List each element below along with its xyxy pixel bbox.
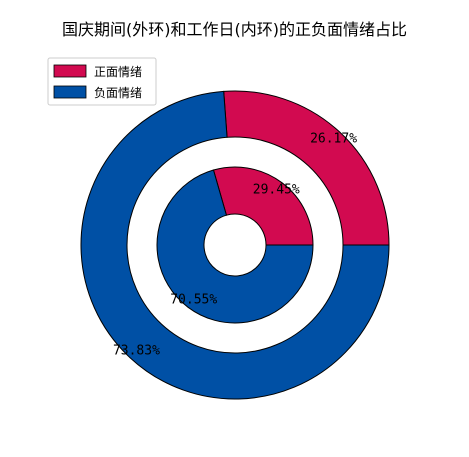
- inner-label-negative: 70.55%: [170, 292, 217, 307]
- outer-label-negative: 73.83%: [113, 344, 160, 359]
- outer-label-positive: 26.17%: [310, 131, 357, 146]
- legend-swatch-positive: [53, 64, 87, 78]
- inner-ring: [156, 166, 314, 324]
- chart-title: 国庆期间(外环)和工作日(内环)的正负面情绪占比: [62, 20, 407, 39]
- legend-label-negative: 负面情绪: [94, 86, 142, 100]
- inner-slice-positive: [212, 166, 314, 246]
- inner-label-positive: 29.45%: [253, 183, 300, 198]
- outer-ring: [80, 90, 390, 400]
- legend-label-positive: 正面情绪: [94, 65, 142, 79]
- outer-slice-negative: [80, 90, 390, 400]
- inner-slice-negative: [156, 169, 314, 324]
- legend-swatch-negative: [53, 85, 87, 99]
- slice-labels: 26.17% 73.83% 29.45% 70.55%: [113, 131, 357, 358]
- legend: 正面情绪 负面情绪: [47, 57, 157, 106]
